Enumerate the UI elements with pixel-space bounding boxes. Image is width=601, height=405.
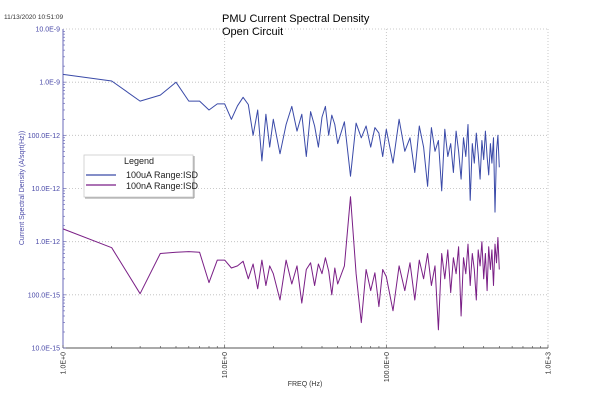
chart-title: PMU Current Spectral Density [222,13,370,25]
y-tick-labels: 10.0E-9 1.0E-9 100.0E-12 10.0E-12 1.0E-12 100… [28,27,60,353]
y-tick-label: 10.0E-15 [32,346,61,353]
legend: Legend 100uA Range:ISD 100nA Range:ISD [83,154,199,199]
y-tick-label: 1.0E-9 [39,80,60,87]
chart-subtitle: Open Circuit [222,26,283,38]
series-lines [62,73,500,331]
y-tick-label: 10.0E-12 [32,186,61,193]
y-tick-label: 10.0E-9 [35,27,60,34]
x-tick-label: 1.0E+3 [546,352,553,374]
x-tick-labels: 1.0E+0 10.0E+0 100.0E+0 1.0E+3 [61,352,553,382]
legend-label-100na: 100nA Range:ISD [126,181,199,191]
x-tick-label: 1.0E+0 [61,352,68,374]
y-tick-label: 100.0E-15 [28,292,60,299]
axes [62,29,549,349]
x-axis-label: FREQ (Hz) [288,381,323,388]
legend-box [83,154,194,198]
y-tick-label: 100.0E-12 [28,133,60,140]
series-line-100ua [62,73,500,213]
x-tick-label: 100.0E+0 [384,352,391,382]
legend-title: Legend [124,156,154,166]
series-line-100na [62,196,500,331]
x-tick-label: 10.0E+0 [222,352,229,378]
legend-label-100ua: 100uA Range:ISD [126,170,199,180]
y-tick-label: 1.0E-12 [35,239,60,246]
timestamp: 11/13/2020 10:51:09 [4,14,64,21]
y-axis-label: Current Spectral Density (A/sqrt(Hz)) [19,131,26,245]
